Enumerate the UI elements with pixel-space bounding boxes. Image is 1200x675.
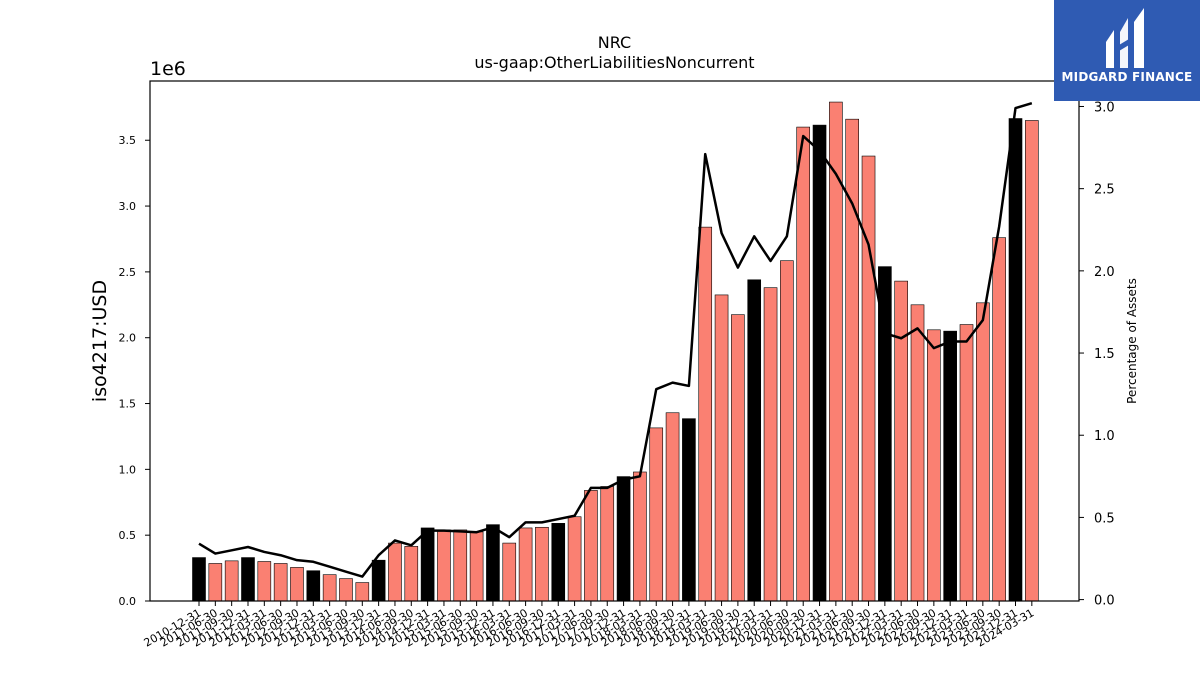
bar-2022-09-30 xyxy=(927,329,941,602)
bar-2021-06-30 xyxy=(845,118,860,602)
bar-2023-12-31 xyxy=(1008,118,1023,602)
right-tick-label: 0.5 xyxy=(1094,511,1115,526)
x-axis: 2010-12-312011-06-302011-09-302011-12-31… xyxy=(142,601,1036,650)
line-layer xyxy=(198,101,1033,578)
bar-2018-09-30 xyxy=(665,412,680,602)
bar-2017-03-31 xyxy=(567,516,582,602)
bar-2023-03-31 xyxy=(959,324,974,602)
right-tick-label: 1.5 xyxy=(1094,347,1115,362)
bar-2015-12-31 xyxy=(486,524,500,602)
bar-2019-12-31 xyxy=(747,279,762,602)
bar-2020-12-31 xyxy=(812,124,827,602)
bar-2021-09-30 xyxy=(861,155,876,602)
bar-2017-12-31 xyxy=(616,476,631,602)
y-axis-label: iso4217:USD xyxy=(89,280,111,402)
bar-2022-03-31 xyxy=(894,280,908,602)
bar-2018-12-31 xyxy=(682,418,696,602)
logo-text: MIDGARD FINANCE xyxy=(1061,70,1193,84)
bar-2015-09-30 xyxy=(469,531,484,602)
y2-axis-label: Percentage of Assets xyxy=(1125,278,1139,404)
bar-2020-09-30 xyxy=(796,126,811,602)
bar-2018-03-31 xyxy=(633,471,647,602)
midgard-logo-icon xyxy=(1106,8,1144,68)
bar-2019-06-30 xyxy=(714,294,729,602)
right-tick-label: 2.0 xyxy=(1094,265,1115,280)
bar-2014-12-31 xyxy=(420,527,435,602)
bar-2015-06-30 xyxy=(453,529,468,602)
bar-2012-09-30 xyxy=(290,567,304,602)
left-tick-label: 3.0 xyxy=(119,200,137,213)
bar-2016-03-31 xyxy=(502,542,517,602)
y-offset-label: 1e6 xyxy=(150,58,186,80)
bar-2022-06-30 xyxy=(910,304,925,602)
right-axis: 0.0 0.5 1.0 1.5 2.0 2.5 3.0 xyxy=(1079,100,1115,609)
bar-2013-06-30 xyxy=(339,578,353,602)
chart-subtitle: us-gaap:OtherLiabilitiesNoncurrent xyxy=(474,53,754,72)
bar-2012-12-31 xyxy=(306,570,321,602)
midgard-logo: MIDGARD FINANCE xyxy=(1054,0,1200,101)
bar-2024-03-31 xyxy=(1025,120,1039,602)
bar-2011-09-30 xyxy=(224,560,239,602)
bar-2010-12-31 xyxy=(192,557,206,602)
left-tick-label: 0.0 xyxy=(119,595,137,608)
plot-frame xyxy=(149,80,1080,602)
bar-2012-06-30 xyxy=(273,563,288,602)
left-tick-label: 3.5 xyxy=(119,134,137,147)
bar-2011-06-30 xyxy=(208,563,223,602)
bar-2017-06-30 xyxy=(584,490,598,602)
bar-2018-06-30 xyxy=(649,427,664,602)
bar-2013-09-30 xyxy=(355,582,370,602)
bar-2012-03-31 xyxy=(257,561,272,602)
bar-2016-09-30 xyxy=(535,526,549,602)
bar-2016-06-30 xyxy=(518,527,533,602)
bar-2019-03-31 xyxy=(698,226,713,602)
right-tick-label: 0.0 xyxy=(1094,594,1115,609)
bar-2023-09-30 xyxy=(992,237,1006,602)
bar-2015-03-31 xyxy=(437,529,451,602)
bar-2013-03-31 xyxy=(322,574,337,602)
chart-title: NRC xyxy=(598,33,631,52)
bar-2020-06-30 xyxy=(780,260,794,602)
left-axis: 0.0 0.5 1.0 1.5 2.0 2.5 3.0 3.5 xyxy=(119,134,150,608)
left-tick-label: 0.5 xyxy=(119,529,137,542)
bar-2021-03-31 xyxy=(829,101,843,602)
left-tick-label: 1.0 xyxy=(119,463,137,476)
left-tick-label: 1.5 xyxy=(119,398,137,411)
right-tick-label: 1.0 xyxy=(1094,429,1115,444)
right-tick-label: 2.5 xyxy=(1094,183,1115,198)
bar-2021-12-31 xyxy=(878,266,892,602)
bar-2019-09-30 xyxy=(731,314,745,602)
bar-2020-03-31 xyxy=(763,287,778,602)
bar-2016-12-31 xyxy=(551,523,566,602)
left-tick-label: 2.0 xyxy=(119,332,137,345)
bar-2022-12-31 xyxy=(943,330,957,602)
bar-2023-06-30 xyxy=(976,302,990,602)
percentage-of-assets-line xyxy=(198,101,1033,578)
bar-2013-12-31 xyxy=(371,559,386,602)
left-tick-label: 2.5 xyxy=(119,266,137,279)
bar-2011-12-31 xyxy=(241,557,255,602)
bar-2017-09-30 xyxy=(600,486,615,602)
bar-2014-06-30 xyxy=(388,542,402,602)
bar-2014-09-30 xyxy=(404,546,419,602)
right-tick-label: 3.0 xyxy=(1094,100,1115,115)
bars-layer xyxy=(192,101,1039,602)
